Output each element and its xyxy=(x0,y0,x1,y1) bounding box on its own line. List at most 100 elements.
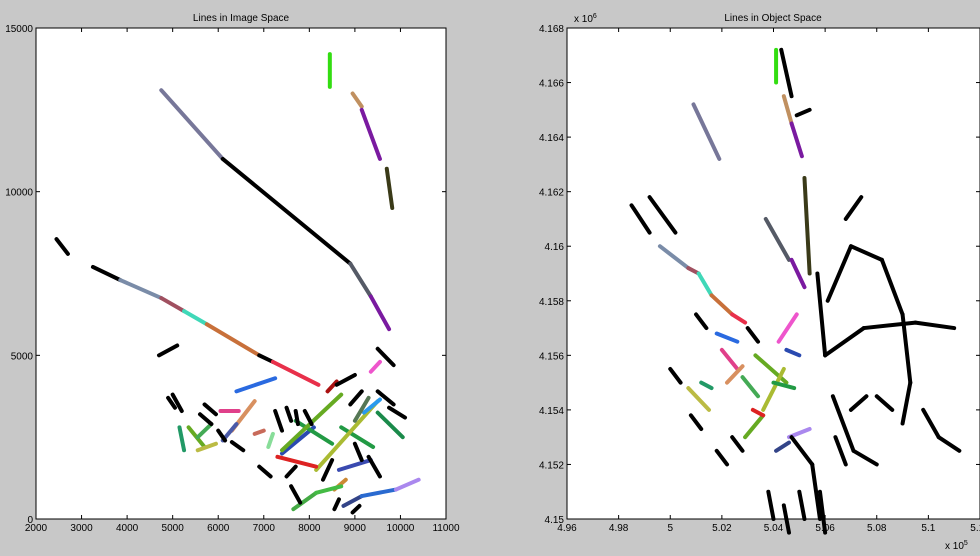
line-segment xyxy=(157,343,180,358)
line-segment xyxy=(257,353,275,364)
line-segment xyxy=(900,380,913,426)
line-segment xyxy=(913,320,957,331)
line-segment xyxy=(332,497,341,512)
line-segment xyxy=(810,462,822,521)
line-segment xyxy=(339,425,376,449)
y-tick-label: 4.16 xyxy=(545,242,565,253)
line-segments xyxy=(629,47,962,535)
line-segment xyxy=(166,395,177,410)
line-segment xyxy=(368,294,392,332)
line-segment xyxy=(719,347,740,371)
x-tick-label: 5.02 xyxy=(712,523,732,534)
line-segment xyxy=(291,490,319,512)
line-segment xyxy=(781,503,791,535)
line-segment xyxy=(375,346,396,368)
y-tick-label: 5000 xyxy=(11,351,34,362)
x-tick-label: 5.1 xyxy=(921,523,935,534)
x-tick-label: 2000 xyxy=(25,523,48,534)
y-tick-label: 4.15 xyxy=(545,515,565,526)
line-segment xyxy=(90,264,123,283)
line-segment xyxy=(198,412,214,427)
line-segment xyxy=(668,366,683,385)
line-segment xyxy=(699,380,714,391)
line-segment xyxy=(195,441,218,453)
y-axis-multiplier: x 106 xyxy=(574,13,597,25)
chart-title: Lines in Object Space xyxy=(724,13,822,24)
line-segment xyxy=(771,380,797,391)
line-segment xyxy=(647,195,678,235)
line-segment xyxy=(730,435,745,453)
line-segment xyxy=(686,386,711,412)
line-segment xyxy=(54,237,70,256)
line-segment xyxy=(714,448,730,467)
line-segment xyxy=(629,203,652,235)
line-segment xyxy=(375,410,405,440)
line-segment xyxy=(202,402,218,417)
y-tick-label: 4.156 xyxy=(539,351,564,362)
line-segment xyxy=(204,322,262,358)
line-segment xyxy=(781,94,794,126)
line-segment xyxy=(384,166,395,211)
y-tick-label: 15000 xyxy=(5,24,33,35)
line-segment xyxy=(302,408,314,427)
line-segment xyxy=(325,379,339,394)
line-segment xyxy=(359,487,398,499)
image-space-plot: Lines in Image Space 2000 3000 4000 5000 600… xyxy=(5,13,460,534)
y-tick-label: 4.158 xyxy=(539,297,564,308)
y-tick-label: 4.164 xyxy=(539,133,564,144)
line-segment xyxy=(280,425,316,456)
line-segment xyxy=(714,331,740,344)
line-segment xyxy=(257,464,273,479)
y-tick-label: 4.168 xyxy=(539,24,564,35)
line-segment xyxy=(861,320,918,331)
line-segment xyxy=(833,435,848,467)
line-segment xyxy=(709,293,735,317)
line-segment xyxy=(784,347,802,358)
y-tick-label: 4.166 xyxy=(539,79,564,90)
line-segment xyxy=(341,494,364,508)
x-tick-label: 9000 xyxy=(344,523,367,534)
line-segment xyxy=(657,244,691,271)
line-segment xyxy=(725,364,745,385)
line-segment xyxy=(275,454,319,469)
line-segment xyxy=(740,375,761,399)
line-segment xyxy=(794,107,812,118)
line-segment xyxy=(743,413,766,440)
line-segment xyxy=(817,489,828,535)
line-segment xyxy=(314,399,380,472)
y-tick-label: 0 xyxy=(27,515,33,526)
x-tick-label: 5.04 xyxy=(764,523,784,534)
x-tick-label: 3000 xyxy=(70,523,93,534)
line-segment xyxy=(874,394,895,412)
line-segment xyxy=(273,408,284,433)
x-tick-label: 10000 xyxy=(387,523,415,534)
line-segment xyxy=(387,405,407,420)
x-axis: 2000 3000 4000 5000 6000 7000 8000 9000 10000 110… xyxy=(25,28,460,534)
line-segment xyxy=(159,296,187,314)
line-segment xyxy=(348,389,364,407)
chart-title: Lines in Image Space xyxy=(193,13,290,24)
line-segment xyxy=(879,257,905,317)
line-segment xyxy=(195,422,214,440)
line-segment xyxy=(830,394,856,453)
line-segment xyxy=(170,392,184,413)
line-segment xyxy=(350,91,364,109)
line-segment xyxy=(921,407,941,440)
line-segment xyxy=(779,47,794,99)
line-segment xyxy=(750,407,766,418)
line-segment xyxy=(688,413,704,431)
plot-area xyxy=(35,27,447,520)
y-tick-label: 10000 xyxy=(5,188,33,199)
x-tick-label: 8000 xyxy=(298,523,321,534)
line-segment xyxy=(789,257,807,290)
line-segment xyxy=(802,176,812,276)
line-segment xyxy=(691,102,722,161)
line-segment xyxy=(321,458,335,482)
line-segment xyxy=(350,503,362,515)
line-segment xyxy=(266,431,275,449)
line-segment xyxy=(216,428,228,443)
line-segment xyxy=(368,359,382,374)
line-segment xyxy=(359,107,382,161)
line-segment xyxy=(314,484,344,495)
